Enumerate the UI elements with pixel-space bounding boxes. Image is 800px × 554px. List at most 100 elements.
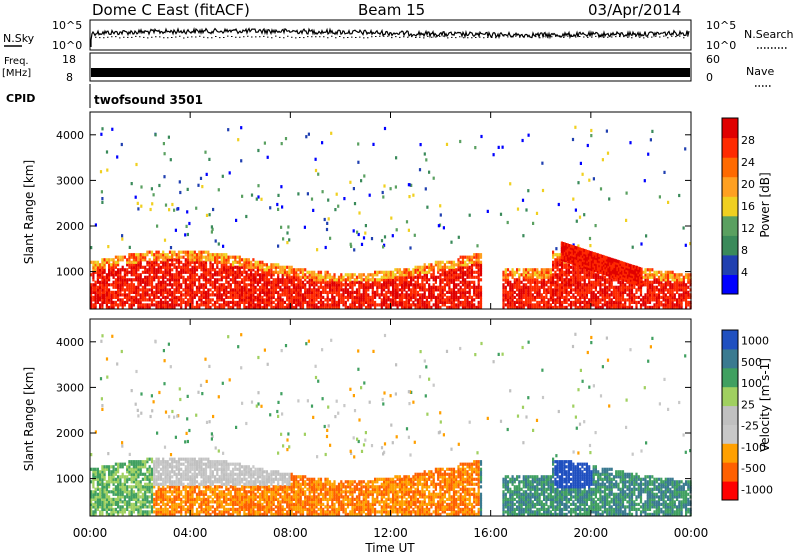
scatter-cell — [126, 490, 129, 494]
scatter-cell — [560, 253, 563, 257]
scatter-cell — [534, 283, 537, 287]
scatter-cell — [428, 263, 431, 267]
scatter-cell — [340, 275, 343, 279]
scatter-cell — [270, 270, 273, 274]
scatter-cell — [279, 288, 282, 292]
scatter-cell — [245, 295, 248, 299]
scatter-cell — [157, 288, 160, 292]
scatter-cell — [543, 305, 546, 309]
scatter-cell — [459, 270, 462, 274]
scatter-cell — [284, 137, 288, 141]
scatter-cell — [516, 268, 519, 272]
scatter-cell — [588, 300, 591, 304]
scatter-cell — [455, 273, 458, 277]
scatter-cell — [250, 193, 254, 197]
scatter-cell — [315, 295, 318, 299]
scatter-cell — [646, 268, 649, 272]
scatter-cell — [383, 275, 386, 279]
scatter-cell — [130, 507, 133, 511]
scatter-cell — [403, 275, 406, 279]
scatter-cell — [114, 490, 117, 494]
scatter-cell — [531, 268, 534, 272]
scatter-cell — [466, 268, 469, 272]
scatter-cell — [585, 285, 588, 289]
scatter-cell — [455, 270, 458, 274]
scatter-cell — [603, 285, 607, 289]
scatter-cell — [473, 255, 476, 259]
scatter-cell — [479, 270, 483, 274]
scatter-cell — [446, 305, 449, 309]
scatter-cell — [117, 305, 120, 309]
scatter-cell — [232, 260, 235, 264]
scatter-cell — [635, 266, 639, 270]
scatter-cell — [351, 300, 354, 304]
scatter-cell — [220, 303, 223, 307]
scatter-cell — [649, 138, 652, 142]
scatter-cell — [261, 283, 264, 287]
scatter-cell — [168, 298, 172, 302]
scatter-cell — [419, 273, 422, 277]
scatter-cell — [189, 263, 192, 267]
scatter-cell — [669, 270, 672, 274]
scatter-cell — [396, 290, 399, 294]
scatter-cell — [556, 293, 559, 297]
scatter-cell — [644, 270, 647, 274]
scatter-cell — [139, 305, 142, 309]
scatter-cell — [223, 265, 226, 269]
scatter-cell — [250, 293, 253, 297]
scatter-cell — [614, 271, 618, 275]
scatter-cell — [655, 273, 658, 277]
scatter-cell — [443, 288, 446, 292]
scatter-cell — [653, 280, 656, 284]
scatter-cell — [455, 303, 458, 307]
scatter-cell — [229, 268, 232, 272]
scatter-cell — [308, 300, 311, 304]
scatter-cell — [367, 278, 370, 282]
scatter-cell — [405, 270, 408, 274]
scatter-cell — [601, 305, 604, 309]
scatter-cell — [292, 295, 295, 299]
scatter-cell — [590, 134, 593, 138]
scatter-cell — [425, 288, 428, 292]
scatter-cell — [502, 293, 505, 297]
scatter-cell — [351, 283, 354, 287]
scatter-cell — [405, 220, 409, 224]
scatter-cell — [128, 303, 131, 307]
scatter-cell — [563, 283, 566, 287]
scatter-cell — [272, 300, 275, 304]
scatter-cell — [96, 475, 99, 479]
scatter-cell — [130, 472, 133, 476]
scatter-cell — [211, 280, 214, 284]
scatter-cell — [459, 260, 462, 264]
scatter-cell — [562, 248, 565, 252]
scatter-cell — [632, 271, 636, 275]
scatter-cell — [425, 158, 428, 162]
scatter-cell — [198, 305, 201, 309]
scatter-cell — [121, 482, 124, 486]
scatter-cell — [416, 278, 419, 282]
scatter-cell — [423, 273, 426, 277]
scatter-cell — [279, 280, 282, 284]
scatter-cell — [371, 273, 374, 277]
scatter-cell — [259, 288, 262, 292]
scatter-cell — [685, 300, 688, 304]
scatter-cell — [394, 185, 397, 189]
scatter-cell — [678, 293, 681, 297]
scatter-cell — [657, 298, 661, 302]
scatter-cell — [633, 285, 636, 289]
scatter-cell — [380, 300, 383, 304]
scatter-cell — [132, 507, 135, 511]
scatter-cell — [265, 273, 268, 277]
scatter-cell — [608, 257, 612, 261]
scatter-cell — [389, 280, 392, 284]
scatter-cell — [280, 142, 283, 146]
scatter-cell — [292, 283, 295, 287]
scatter-cell — [189, 293, 192, 297]
scatter-cell — [552, 300, 555, 304]
scatter-cell — [628, 278, 631, 282]
scatter-cell — [685, 295, 688, 299]
scatter-cell — [587, 262, 590, 266]
scatter-cell — [407, 298, 410, 302]
scatter-cell — [365, 285, 368, 289]
scatter-cell — [344, 295, 347, 299]
